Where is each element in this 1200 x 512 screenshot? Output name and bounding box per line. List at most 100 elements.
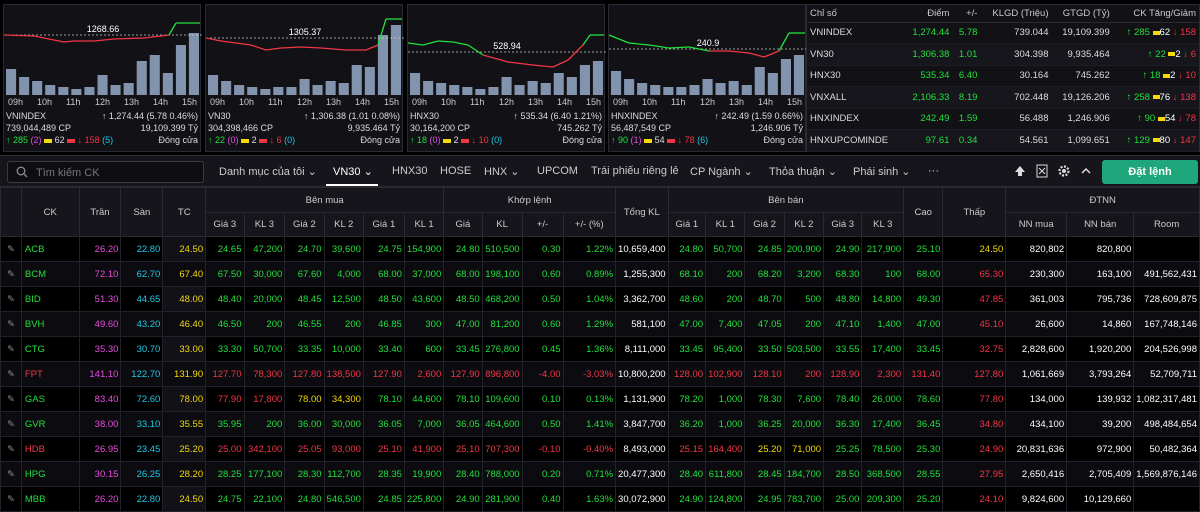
excel-icon[interactable]: [1035, 164, 1049, 178]
index-breadth: ↑ 90 54 ↓ 78: [1112, 108, 1199, 130]
board-cell: 78.00: [162, 386, 207, 412]
index-chart-panel[interactable]: 1268.66 09h 10h 11h 12h 13h 14h 15h VNINDEX ↑ 1,2…: [3, 4, 202, 152]
tab-tr-i-phi-u-ri-ng-l-[interactable]: Trái phiếu riêng lẻ: [591, 165, 679, 177]
board-cell: 177,100: [243, 461, 286, 487]
board-cell: 0.89%: [562, 261, 617, 287]
tab-ph-i-sinh[interactable]: Phái sinh ⌄: [853, 166, 911, 178]
price-line-segment: [377, 18, 387, 46]
tab-hnx30[interactable]: HNX30: [392, 165, 428, 177]
index-row[interactable]: HNXUPCOMINDE 97.61 0.34 54.561 1,099.651 ↑ 12…: [807, 129, 1199, 152]
stock-row[interactable]: ✎ GAS 83.40 72.60 78.00 77.90 17,800 78.00 34,30…: [0, 386, 1200, 412]
board-cell[interactable]: HPG: [20, 461, 80, 487]
index-row[interactable]: VNXALL 2,106.33 8.19 702.448 19,126.206 ↑ 258…: [807, 86, 1199, 109]
index-row[interactable]: VNINDEX 1,274.44 5.78 739.044 19,109.399 ↑ 28…: [807, 22, 1199, 44]
board-cell[interactable]: BCM: [20, 261, 80, 287]
tab-hnx[interactable]: HNX ⌄: [484, 166, 520, 178]
board-cell: 30,000: [323, 411, 364, 437]
board-cell: 122.70: [120, 361, 164, 387]
pin-icon[interactable]: ✎: [0, 411, 22, 437]
tab-more[interactable]: ···: [928, 165, 939, 177]
tab-hose[interactable]: HOSE: [440, 165, 472, 177]
stock-row[interactable]: ✎ FPT 141.10 122.70 131.90 127.70 78,300 127.80…: [0, 361, 1200, 387]
collapse-icon[interactable]: [1079, 164, 1093, 178]
board-cell: -3.03%: [562, 361, 617, 387]
pin-icon[interactable]: ✎: [0, 486, 22, 512]
stock-row[interactable]: ✎ HPG 30.15 26.25 28.20 28.25 177,100 28.30 112,…: [0, 461, 1200, 487]
index-chart-panel[interactable]: 528.94 09h 10h 11h 12h 13h 14h 15h HNX30 ↑ 535.34…: [407, 4, 606, 152]
place-order-button[interactable]: Đặt lệnh: [1102, 160, 1198, 184]
stock-row[interactable]: ✎ CTG 35.30 30.70 33.00 33.30 50,700 33.35 10,00…: [0, 336, 1200, 362]
pin-icon[interactable]: ✎: [0, 336, 22, 362]
pin-icon[interactable]: ✎: [0, 261, 22, 287]
index-chart-panel[interactable]: 1305.37 09h 10h 11h 12h 13h 14h 15h VN30 ↑ 1,306.…: [205, 4, 404, 152]
board-cell[interactable]: BVH: [20, 311, 80, 337]
board-cell[interactable]: HDB: [20, 436, 80, 462]
time-axis: 09h 10h 11h 12h 13h 14h 15h: [206, 97, 404, 109]
board-cell: 896,800: [481, 361, 523, 387]
advance-count: ↑ 18: [410, 135, 428, 145]
index-row[interactable]: HNXINDEX 242.49 1.59 56.488 1,246.906 ↑ 90 54…: [807, 108, 1199, 130]
pin-icon[interactable]: ✎: [0, 361, 22, 387]
pin-icon[interactable]: ✎: [0, 311, 22, 337]
pin-icon[interactable]: ✎: [0, 236, 22, 262]
panel-left-text: 30,164,200 CP: [410, 123, 471, 133]
board-cell[interactable]: GAS: [20, 386, 80, 412]
price-line-segment: [280, 46, 302, 49]
index-row[interactable]: HNX30 535.34 6.40 30.164 745.262 ↑ 18 2 ↓ 10: [807, 65, 1199, 87]
board-cell: 47.85: [942, 286, 1007, 312]
search-input[interactable]: Tìm kiếm CK: [7, 161, 204, 183]
tab-cp-ng-nh[interactable]: CP Ngành ⌄: [690, 166, 753, 178]
index-cell: 739.044: [980, 22, 1052, 44]
stock-row[interactable]: ✎ ACB 26.20 22.80 24.50 24.65 47,200 24.70 39,60…: [0, 236, 1200, 262]
board-cell[interactable]: GVR: [20, 411, 80, 437]
stock-row[interactable]: ✎ GVR 38.00 33.10 35.55 35.95 200 36.00 30,000 36…: [0, 411, 1200, 437]
tab-danh-m-c-c-a-t-i[interactable]: Danh mục của tôi ⌄: [219, 166, 317, 178]
index-col-header[interactable]: +/-: [952, 5, 981, 23]
tab-th-a-thu-n[interactable]: Thỏa thuận ⌄: [769, 166, 837, 178]
board-cell[interactable]: FPT: [20, 361, 80, 387]
pin-icon[interactable]: ✎: [0, 461, 22, 487]
stock-row[interactable]: ✎ BCM 72.10 62.70 67.40 67.50 30,000 67.60 4,000…: [0, 261, 1200, 287]
reference-price-label: 1305.37: [289, 27, 322, 37]
board-cell: 22.80: [120, 236, 164, 262]
index-col-header[interactable]: Điểm: [903, 5, 953, 23]
price-line-segment: [365, 44, 379, 51]
board-cell: -0.10: [521, 436, 564, 462]
index-col-header[interactable]: GTGD (Tỷ): [1051, 5, 1113, 23]
stock-row[interactable]: ✎ BVH 49.60 43.20 46.40 46.50 200 46.55 200 46.85…: [0, 311, 1200, 337]
board-cell[interactable]: ACB: [20, 236, 80, 262]
board-cell: 78,300: [243, 361, 286, 387]
upload-icon[interactable]: [1013, 164, 1027, 178]
index-col-header[interactable]: Chỉ số: [807, 5, 904, 23]
board-cell: 25.20: [162, 436, 207, 462]
board-cell: 39,600: [323, 236, 364, 262]
decline-count: ↓ 6: [269, 135, 282, 145]
board-cell[interactable]: CTG: [20, 336, 80, 362]
index-row[interactable]: VN30 1,306.38 1.01 304.398 9,935.464 ↑ 22 2 ↓…: [807, 43, 1199, 66]
stock-row[interactable]: ✎ MBB 26.20 22.80 24.50 24.75 22,100 24.80 546,5…: [0, 486, 1200, 512]
index-chart-panel[interactable]: 240.9 09h 10h 11h 12h 13h 14h 15h HNXINDEX ↑ 242.…: [608, 4, 807, 152]
price-line-segment: [482, 54, 509, 63]
board-cell: 200: [323, 311, 364, 337]
board-cell: -0.40%: [562, 436, 617, 462]
stock-row[interactable]: ✎ BID 51.30 44.65 48.00 48.40 20,000 48.45 12,50…: [0, 286, 1200, 312]
advance-count: ↑ 22: [208, 135, 226, 145]
board-cell[interactable]: BID: [20, 286, 80, 312]
board-cell: 81,200: [481, 311, 523, 337]
index-col-header[interactable]: CK Tăng/Giảm: [1112, 5, 1199, 23]
stock-row[interactable]: ✎ HDB 26.95 23.45 25.20 25.00 342,100 25.05 93,0…: [0, 436, 1200, 462]
tab-upcom[interactable]: UPCOM: [537, 165, 578, 177]
gear-icon[interactable]: [1057, 164, 1071, 178]
pin-icon[interactable]: ✎: [0, 436, 22, 462]
tab-vn30[interactable]: VN30 ⌄: [333, 166, 373, 178]
pin-icon[interactable]: ✎: [0, 386, 22, 412]
time-tick: 11h: [470, 97, 485, 107]
pin-icon[interactable]: ✎: [0, 286, 22, 312]
board-cell: 24.95: [744, 486, 785, 512]
volume-bar: [97, 75, 108, 95]
board-cell[interactable]: MBB: [20, 486, 80, 512]
index-col-header[interactable]: KLGD (Triệu): [980, 5, 1052, 23]
board-cell: 1,000: [705, 386, 746, 412]
volume-bar: [501, 77, 512, 95]
board-cell: 35.95: [205, 411, 245, 437]
